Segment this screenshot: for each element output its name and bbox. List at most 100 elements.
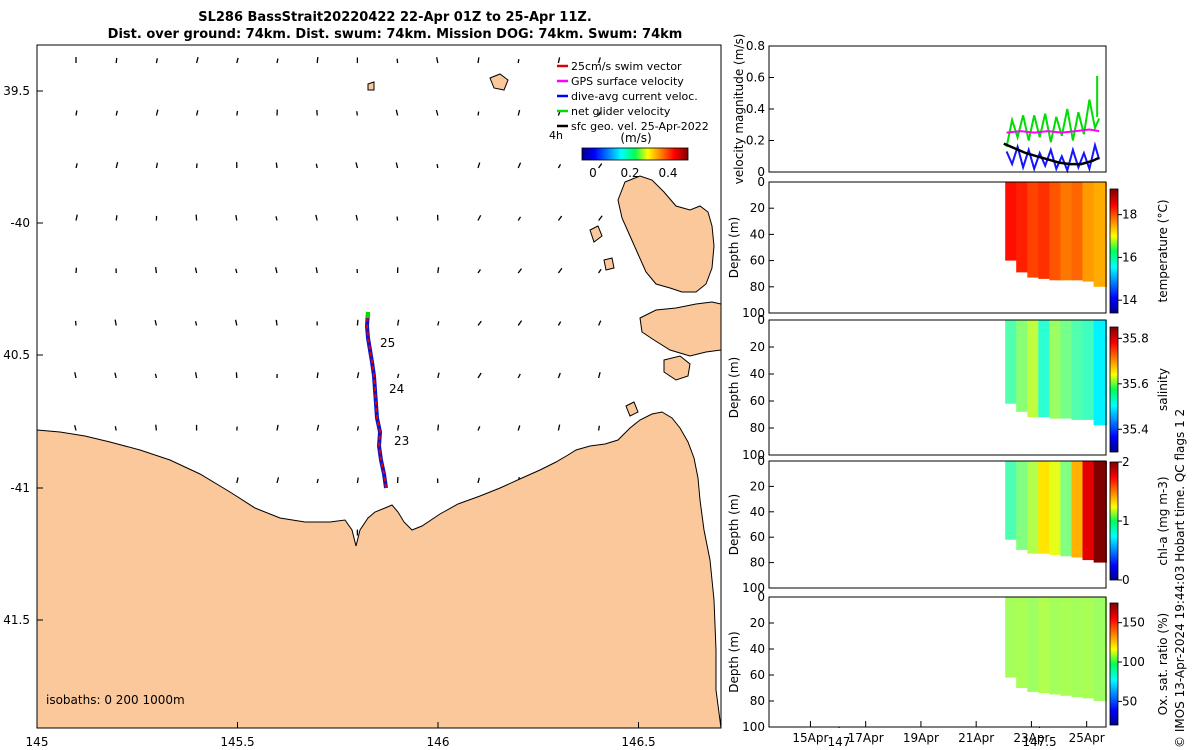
current-vector [356, 319, 359, 326]
current-vector [597, 372, 601, 379]
current-vector [598, 163, 603, 169]
heatmap-cell [1060, 597, 1074, 696]
y-tick-label: 0 [757, 454, 765, 468]
y-tick-label: 0.4 [746, 102, 765, 116]
heatmap-cell [1071, 320, 1085, 420]
velocity-series-line [1005, 141, 1101, 174]
y-tick-label: 100 [742, 306, 765, 320]
current-vector [395, 109, 399, 116]
current-vector [557, 215, 563, 221]
current-vector [315, 214, 318, 221]
current-vector [436, 163, 439, 169]
y-tick-label: 20 [750, 616, 765, 630]
heatmap-cell [1093, 597, 1107, 701]
current-vector [598, 215, 603, 221]
current-vector [75, 214, 78, 221]
panel-frame [768, 181, 1107, 314]
heatmap-cell [1027, 182, 1041, 278]
current-vector [316, 372, 319, 379]
heatmap-cell [1005, 182, 1019, 261]
map-legend: 25cm/s swim vector GPS surface velocity di… [557, 60, 709, 133]
time-tick-label: 25Apr [1069, 731, 1105, 745]
current-vector [114, 426, 117, 431]
heatmap-cell [1027, 320, 1041, 418]
land-islet [603, 257, 615, 271]
heatmap-cell [1027, 597, 1041, 692]
current-vector [236, 477, 239, 484]
current-vector [235, 214, 238, 221]
current-vector [395, 162, 399, 169]
land-islet [625, 401, 639, 417]
land-islet [367, 81, 375, 91]
current-vector [557, 267, 563, 274]
current-vector [276, 424, 279, 431]
y-tick-label: 0 [757, 175, 765, 189]
heatmap-cell [1082, 461, 1096, 561]
current-vector [477, 372, 482, 379]
current-vector [355, 162, 359, 169]
current-vector [477, 269, 481, 274]
current-vector [437, 267, 440, 274]
heatmap-cell [1027, 461, 1041, 554]
colorbar-label: salinity [1156, 368, 1170, 411]
heatmap-cell [1038, 597, 1052, 694]
heatmap-cell [1049, 182, 1063, 281]
land-flinders-island [617, 175, 715, 293]
y-axis-label: velocity magnitude (m/s) [732, 34, 746, 185]
colorbar [1109, 188, 1119, 314]
legend-units: (m/s) [620, 131, 651, 145]
heatmap-cell [1049, 461, 1063, 555]
legend-colorbar-tick: 0.4 [658, 166, 677, 180]
current-vector [75, 110, 78, 116]
current-vector [316, 478, 319, 484]
legend-label: 25cm/s swim vector [571, 60, 682, 73]
current-vector [437, 372, 440, 379]
y-tick-label: 60 [750, 254, 765, 268]
map-y-ticks: 39.5 -40 40.5 -41 41.5 [3, 84, 43, 627]
current-vector [115, 215, 118, 221]
velocity-series-line [1006, 128, 1100, 134]
legend-label: net glider velocity [571, 105, 671, 118]
current-vector [115, 110, 118, 116]
current-vector [236, 110, 239, 116]
heatmap-cell [1082, 597, 1096, 699]
map-x-tick-label: 145 [26, 735, 49, 749]
title-line-2: Dist. over ground: 74km. Dist. swum: 74k… [108, 27, 683, 42]
heatmap-cell [1005, 597, 1019, 678]
colorbar-tick-label: 18 [1122, 208, 1137, 222]
current-vector [234, 319, 238, 326]
heatmap-cell [1005, 461, 1019, 540]
heatmap-cell [1038, 182, 1052, 279]
current-vector [517, 268, 523, 274]
panel-frame [768, 319, 1107, 456]
map-y-tick-label: 39.5 [3, 84, 30, 98]
current-vector [276, 477, 280, 484]
y-tick-label: 20 [750, 340, 765, 354]
current-vector [194, 321, 198, 326]
current-vector [477, 320, 482, 326]
current-vector [275, 162, 278, 169]
current-vector [517, 320, 523, 326]
legend-label: sfc geo. vel. 25-Apr-2022 [571, 120, 709, 133]
current-vector [115, 57, 118, 64]
current-vector [396, 373, 400, 379]
land-cape-barren-island [639, 301, 721, 357]
y-tick-label: 100 [742, 581, 765, 595]
current-vector [114, 319, 117, 326]
heatmap-cell [1082, 320, 1096, 420]
current-vector [477, 57, 480, 64]
current-vector [477, 111, 480, 116]
y-tick-label: 0.8 [746, 39, 765, 53]
current-vector [236, 57, 239, 64]
current-vector [517, 373, 521, 379]
map-frame [36, 44, 722, 729]
current-vector [194, 372, 198, 379]
current-vector [74, 424, 77, 431]
y-tick-label: 80 [750, 556, 765, 570]
oxygen-panel: 0 20 40 60 80 100 Depth (m) 50 100 150 Ox. sat. ra… [727, 590, 1170, 734]
velocity-series-line [1005, 99, 1101, 148]
map-x-tick-label: 147.5 [1022, 735, 1056, 749]
current-vector [437, 424, 440, 431]
day-label-24: 24 [389, 382, 404, 396]
legend-scale-label: 4h [549, 129, 563, 142]
